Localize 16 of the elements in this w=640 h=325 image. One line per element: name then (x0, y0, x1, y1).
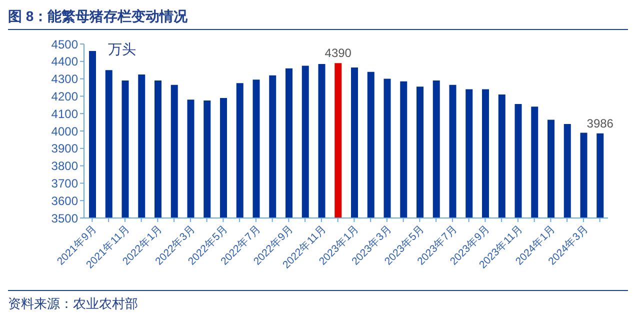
y-tick-label: 3900 (51, 142, 78, 156)
y-tick-label: 4300 (51, 72, 78, 86)
y-tick-label: 4400 (51, 54, 78, 69)
y-tick-label: 3600 (51, 194, 78, 208)
y-tick-label: 3500 (51, 211, 78, 226)
y-tick-label: 4200 (51, 89, 78, 104)
data-label: 3986 (586, 116, 614, 130)
y-tick-label: 3700 (51, 176, 78, 190)
y-tick-label: 4100 (51, 106, 78, 121)
chart-title: 图 8：能繁母猪存栏变动情况 (8, 8, 628, 30)
data-label: 4390 (324, 46, 352, 60)
y-axis-title: 万头 (108, 41, 136, 59)
y-tick-label: 4500 (51, 37, 78, 52)
text: 资料来源：农业农村部 (8, 295, 139, 313)
y-tick-label: 3800 (51, 159, 78, 174)
y-tick-label: 4000 (51, 124, 78, 138)
